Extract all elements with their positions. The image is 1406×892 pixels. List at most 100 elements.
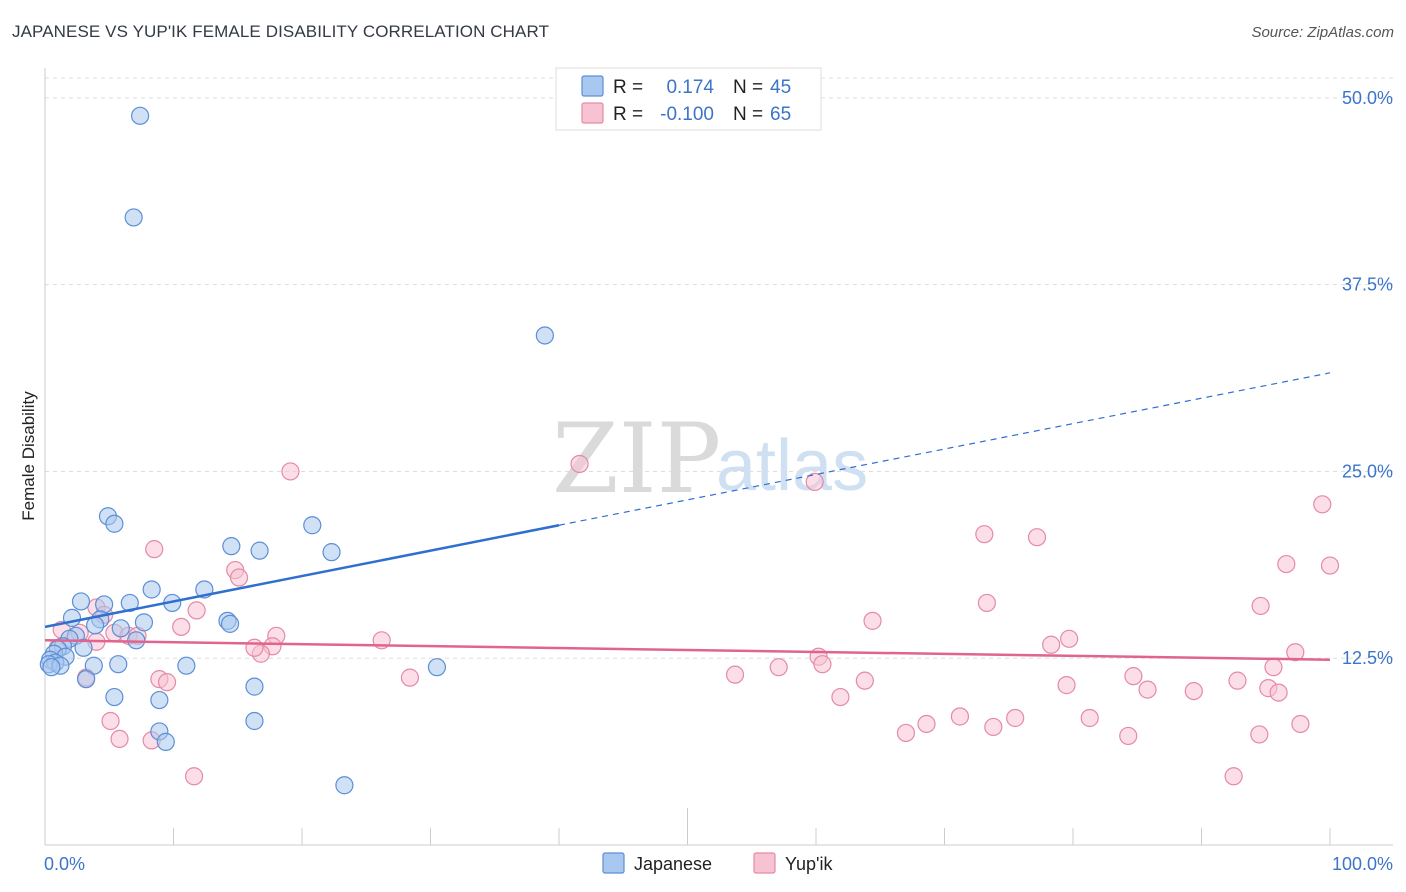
- yupik-point-49: [1006, 708, 1025, 728]
- yupik-point-13: [187, 601, 206, 620]
- legend-n-label-1: N =: [733, 77, 763, 98]
- x-tick-label-max: 100.0%: [1332, 854, 1393, 874]
- yupik-point-55: [896, 723, 916, 743]
- gridlines: [45, 77, 1393, 659]
- y-axis-label: Female Disability: [19, 391, 38, 521]
- y-tick-label-1: 25.0%: [1342, 461, 1393, 481]
- y-tick-label-3: 50.0%: [1342, 88, 1393, 108]
- yupik-point-63: [172, 617, 191, 636]
- japanese-point-39: [77, 670, 96, 689]
- yupik-point-53: [101, 711, 120, 731]
- yupik-point-50: [1080, 708, 1099, 728]
- yupik-point-45: [1269, 683, 1288, 702]
- yupik-point-5: [1027, 528, 1047, 547]
- legend-n-value-2: 65: [770, 104, 791, 125]
- japanese-point-9: [142, 580, 161, 599]
- japanese-point-4: [105, 514, 124, 533]
- yupik-point-12: [1251, 596, 1270, 616]
- yupik-point-47: [831, 687, 850, 707]
- yupik-point-60: [184, 767, 204, 786]
- yupik-point-54: [1291, 714, 1310, 734]
- japanese-point-6: [222, 537, 241, 556]
- yupik-point-8: [1320, 556, 1340, 575]
- japanese-point-11: [71, 592, 91, 611]
- japanese-point-42: [150, 690, 169, 710]
- japanese-point-12: [120, 593, 139, 613]
- yupik-point-38: [157, 673, 177, 692]
- yupik-point-44: [1184, 681, 1203, 701]
- japanese-point-17: [134, 613, 154, 632]
- japanese-point-45: [156, 732, 175, 751]
- y-tick-label-0: 12.5%: [1342, 648, 1393, 668]
- yupik-point-48: [950, 707, 970, 726]
- legend-r-label-2: R =: [613, 104, 643, 125]
- yupik-point-2: [805, 472, 824, 492]
- japanese-point-40: [245, 677, 264, 696]
- series-yupik-points: [48, 454, 1340, 786]
- japanese-point-38: [427, 658, 447, 677]
- trend-line-yupik: [44, 639, 1331, 661]
- legend-n-label-2: N =: [733, 104, 763, 125]
- legend-swatch-japanese: [581, 75, 604, 97]
- japanese-point-0: [130, 106, 150, 125]
- bottom-legend-label-yupik: Yup'ik: [785, 854, 833, 874]
- trend-line-japanese: [44, 524, 560, 629]
- x-tick-label-min: 0.0%: [44, 854, 85, 874]
- yupik-point-34: [725, 665, 745, 684]
- yupik-point-39: [855, 671, 874, 690]
- japanese-point-43: [245, 711, 264, 731]
- yupik-point-58: [110, 729, 129, 749]
- series-japanese-points: [39, 106, 554, 795]
- legend-r-label-1: R =: [613, 77, 643, 98]
- japanese-point-14: [95, 595, 114, 614]
- yupik-point-28: [1286, 643, 1305, 662]
- japanese-point-19: [220, 614, 240, 633]
- chart-title: JAPANESE VS YUP'IK FEMALE DISABILITY COR…: [12, 22, 550, 41]
- bottom-legend-swatch-japanese: [602, 852, 625, 874]
- x-axis-ticks: [44, 808, 1331, 845]
- japanese-point-37: [177, 656, 196, 675]
- yupik-point-32: [1264, 658, 1283, 677]
- bottom-legend: Japanese Yup'ik: [602, 852, 833, 874]
- yupik-point-16: [863, 611, 882, 630]
- yupik-point-40: [1228, 671, 1247, 690]
- yupik-point-10: [229, 568, 249, 587]
- yupik-point-33: [769, 658, 788, 677]
- yupik-point-24: [1060, 629, 1079, 648]
- yupik-point-61: [1224, 767, 1243, 786]
- yupik-point-0: [570, 454, 589, 474]
- yupik-point-56: [1119, 726, 1138, 746]
- japanese-point-24: [127, 631, 146, 650]
- yupik-point-57: [1250, 725, 1269, 744]
- yupik-point-7: [1277, 554, 1296, 574]
- chart-source: Source: ZipAtlas.com: [1251, 24, 1394, 41]
- y-tick-label-2: 37.5%: [1342, 275, 1393, 295]
- japanese-point-21: [111, 619, 130, 638]
- legend-swatch-yupik: [581, 102, 604, 124]
- yupik-point-4: [975, 525, 994, 544]
- watermark-atlas: atlas: [716, 426, 868, 506]
- japanese-point-46: [335, 776, 354, 795]
- y-tick-labels: 12.5% 25.0% 37.5% 50.0%: [1342, 88, 1393, 668]
- yupik-point-35: [1124, 667, 1143, 686]
- japanese-point-26: [74, 638, 93, 657]
- legend-n-value-1: 45: [770, 77, 791, 98]
- legend-r-value-2: -0.100: [660, 104, 714, 125]
- japanese-point-1: [124, 208, 143, 227]
- japanese-point-34: [42, 658, 61, 677]
- japanese-point-36: [109, 655, 128, 674]
- japanese-point-2: [535, 326, 554, 345]
- legend-r-value-1: 0.174: [666, 77, 714, 98]
- yupik-point-25: [1042, 635, 1061, 654]
- yupik-point-51: [917, 714, 936, 734]
- yupik-point-3: [1313, 495, 1332, 514]
- yupik-point-11: [977, 593, 997, 613]
- trend-lines: [44, 372, 1331, 661]
- yupik-point-41: [1057, 676, 1076, 695]
- japanese-point-20: [86, 616, 105, 635]
- top-legend: R = 0.174 N = 45 R = -0.100 N = 65: [555, 67, 822, 131]
- yupik-point-36: [400, 668, 420, 687]
- japanese-point-35: [84, 656, 103, 675]
- bottom-legend-label-japanese: Japanese: [634, 854, 712, 874]
